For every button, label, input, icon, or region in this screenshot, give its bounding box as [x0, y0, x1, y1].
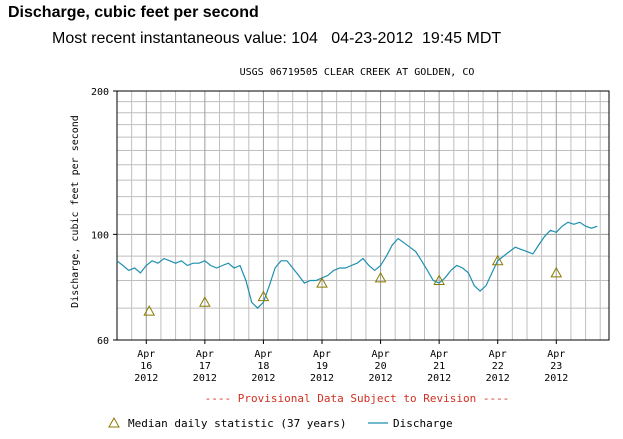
median-marker: [433, 274, 445, 286]
x-tick-label: 2012: [134, 373, 158, 384]
x-tick-label: 2012: [427, 373, 451, 384]
x-tick-label: Apr: [313, 349, 331, 360]
x-tick-label: Apr: [137, 349, 155, 360]
chart-grid: [117, 91, 609, 340]
discharge-line: [116, 221, 598, 309]
x-tick-label: 17: [199, 361, 211, 372]
median-marker: [374, 271, 387, 283]
plot-frame: [116, 90, 610, 341]
x-tick-label: Apr: [196, 349, 214, 360]
x-axis: Apr162012Apr172012Apr182012Apr192012Apr2…: [134, 340, 568, 384]
x-tick-label: Apr: [430, 349, 448, 360]
x-tick-label: 2012: [369, 373, 393, 384]
median-marker: [491, 254, 504, 266]
x-tick-label: 2012: [310, 373, 334, 384]
x-tick-label: Apr: [547, 349, 565, 360]
y-tick-label: 60: [97, 336, 109, 347]
x-tick-label: 22: [492, 361, 504, 372]
provisional-data-note: ---- Provisional Data Subject to Revisio…: [205, 392, 510, 405]
x-tick-label: 16: [140, 361, 152, 372]
median-marker: [199, 296, 211, 307]
chart-legend: Median daily statistic (37 years) Dischar…: [108, 416, 453, 430]
x-tick-label: Apr: [254, 349, 272, 360]
chart-title: USGS 06719505 CLEAR CREEK AT GOLDEN, CO: [240, 67, 475, 78]
y-axis-label: Discharge, cubic feet per second: [70, 115, 81, 308]
legend-label-discharge: Discharge: [393, 417, 453, 430]
x-tick-label: Apr: [372, 349, 390, 360]
x-tick-label: Apr: [489, 349, 507, 360]
y-tick-label: 100: [91, 230, 109, 241]
legend-triangle-icon: [108, 416, 120, 428]
x-tick-label: 21: [433, 361, 445, 372]
x-tick-label: 2012: [486, 373, 510, 384]
x-tick-label: 2012: [544, 373, 568, 384]
x-tick-label: 2012: [251, 373, 275, 384]
y-axis: 200 100 60: [91, 87, 117, 347]
median-marker: [316, 277, 328, 288]
legend-label-median: Median daily statistic (37 years): [128, 417, 347, 430]
latest-value-text: Most recent instantaneous value: 104 04-…: [52, 30, 502, 47]
page-title: Discharge, cubic feet per second: [8, 4, 259, 21]
median-marker: [143, 305, 156, 316]
x-tick-label: 20: [375, 361, 387, 372]
series-layer: [116, 221, 598, 316]
x-tick-label: 23: [550, 361, 562, 372]
x-tick-label: 2012: [193, 373, 217, 384]
x-tick-label: 19: [316, 361, 328, 372]
x-tick-label: 18: [257, 361, 269, 372]
y-tick-label: 200: [91, 87, 109, 98]
median-marker: [257, 290, 270, 302]
median-marker: [550, 266, 563, 278]
